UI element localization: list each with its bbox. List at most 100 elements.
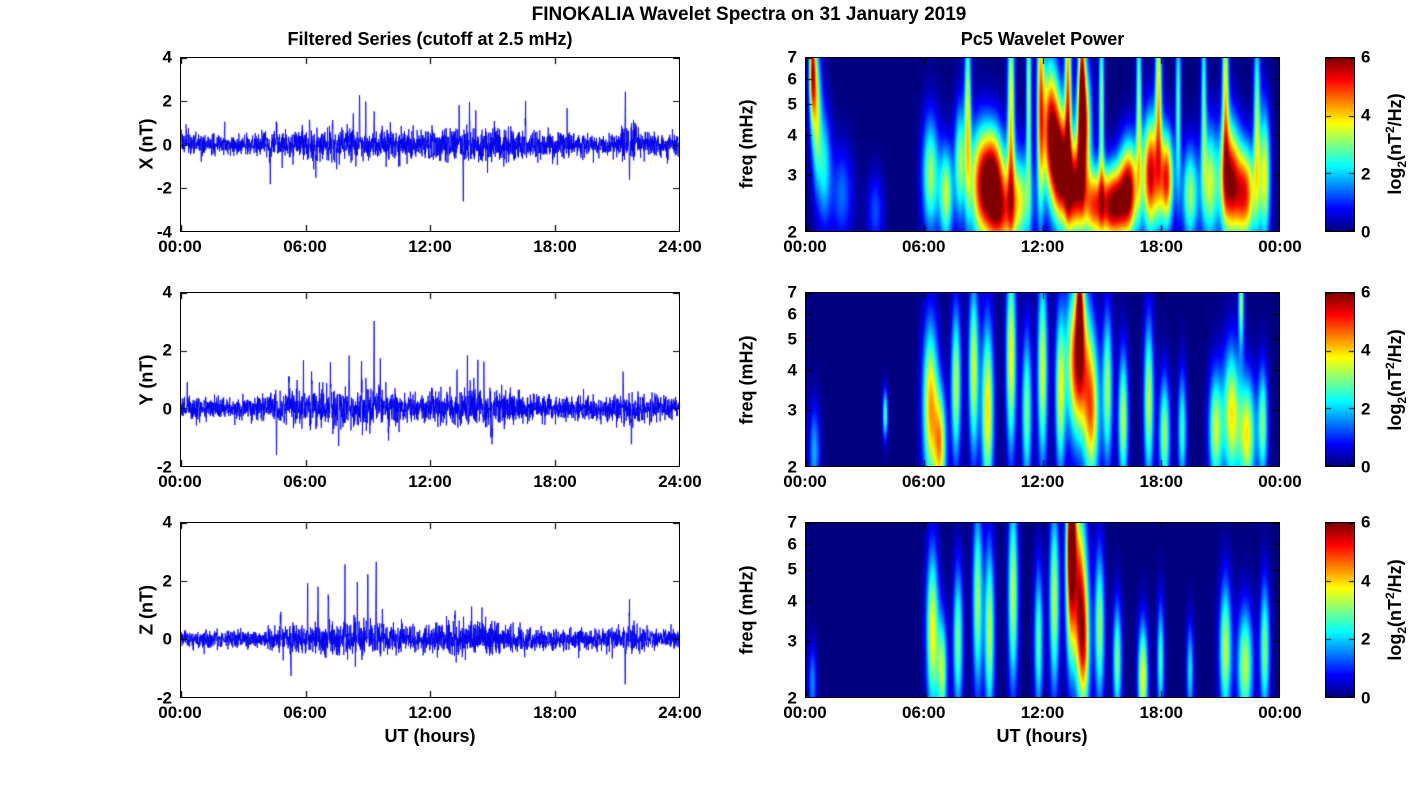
ytick-label: 0: [162, 629, 172, 649]
ytick-label: 5: [787, 329, 797, 349]
colorbar-z: [1325, 522, 1355, 698]
colorbar-gradient: [1326, 293, 1354, 466]
xtick-label: 00:00: [158, 703, 202, 722]
xtick-label: 12:00: [408, 703, 452, 722]
figure-title: FINOKALIA Wavelet Spectra on 31 January …: [531, 4, 967, 25]
colorbar-y: [1325, 292, 1355, 467]
ytick-label: 3: [787, 631, 797, 651]
x-axis-label-right: UT (hours): [996, 726, 1088, 746]
ytick-label: -2: [156, 178, 172, 198]
xtick-label: 24:00: [658, 237, 702, 256]
ytick-label: 6: [787, 534, 797, 554]
xtick-label: 06:00: [283, 472, 327, 491]
xtick-label: 06:00: [283, 703, 327, 722]
xtick-label: 18:00: [1139, 472, 1183, 491]
ytick-label: 6: [787, 69, 797, 89]
ytick-label: 2: [162, 91, 172, 111]
colorbar-label-3: log2(nT2/Hz): [1383, 559, 1409, 661]
ytick-label: 2: [787, 688, 797, 708]
colorbar-tick-label: 2: [1361, 399, 1371, 419]
x-wavelet-power-plot: [805, 57, 1280, 232]
xtick-label: 12:00: [1020, 703, 1065, 722]
right-column-title: Pc5 Wavelet Power: [960, 29, 1125, 49]
x-wavelet-canvas: [806, 58, 1279, 231]
ytick-label: 2: [162, 571, 172, 591]
ytick-label: -2: [156, 457, 172, 477]
ytick-label: 4: [162, 512, 172, 532]
ytick-label: 4: [787, 591, 797, 611]
ytick-label: 0: [162, 399, 172, 419]
x-axis-label-left: UT (hours): [384, 726, 476, 746]
ytick-label: 4: [787, 125, 797, 145]
y-axis-label-z: Z (nT): [136, 585, 157, 635]
xtick-label: 00:00: [158, 472, 202, 491]
left-column-title: Filtered Series (cutoff at 2.5 mHz): [287, 29, 573, 49]
ytick-label: 5: [787, 559, 797, 579]
z-filtered-series-plot: [180, 522, 680, 698]
xtick-label: 00:00: [1258, 237, 1302, 256]
ytick-label: 3: [787, 400, 797, 420]
colorbar-gradient: [1326, 523, 1354, 697]
colorbar-label-1: log2(nT2/Hz): [1383, 93, 1409, 195]
colorbar-tick-label: 4: [1361, 105, 1371, 125]
xtick-label: 12:00: [1020, 237, 1065, 256]
colorbar-x: [1325, 57, 1355, 232]
xtick-label: 06:00: [902, 703, 946, 722]
xtick-label: 24:00: [658, 703, 702, 722]
ytick-label: 7: [787, 512, 797, 532]
ytick-label: 0: [162, 135, 172, 154]
xtick-label: 18:00: [533, 472, 577, 491]
y-wavelet-power-plot: [805, 292, 1280, 467]
xtick-label: 06:00: [283, 237, 327, 256]
xtick-label: 06:00: [902, 237, 946, 256]
ytick-label: 2: [787, 222, 797, 242]
xtick-label: 06:00: [902, 472, 946, 491]
y-series-canvas: [181, 293, 679, 466]
y-axis-label-y: Y (nT): [136, 354, 157, 406]
xtick-label: 00:00: [1258, 472, 1302, 491]
ytick-label: 3: [787, 165, 797, 185]
xtick-label: 24:00: [658, 472, 702, 491]
colorbar-tick-label: 2: [1361, 164, 1371, 184]
xtick-label: 00:00: [1258, 703, 1302, 722]
xtick-label: 18:00: [533, 703, 577, 722]
ytick-label: 2: [162, 340, 172, 360]
xtick-label: 12:00: [408, 237, 452, 256]
ytick-label: 2: [787, 457, 797, 477]
ytick-label: 5: [787, 94, 797, 114]
colorbar-tick-label: 6: [1361, 47, 1371, 67]
colorbar-tick-label: 0: [1361, 222, 1371, 242]
xtick-label: 18:00: [1139, 237, 1183, 256]
x-filtered-series-plot: [180, 57, 680, 232]
xtick-label: 00:00: [158, 237, 202, 256]
xtick-label: 18:00: [1139, 703, 1183, 722]
ytick-label: 4: [787, 360, 797, 380]
colorbar-gradient: [1326, 58, 1354, 231]
z-wavelet-power-plot: [805, 522, 1280, 698]
ytick-label: 7: [787, 282, 797, 302]
xtick-label: 12:00: [408, 472, 452, 491]
colorbar-tick-label: 0: [1361, 688, 1371, 708]
colorbar-label-2: log2(nT2/Hz): [1383, 329, 1409, 431]
xtick-label: 18:00: [533, 237, 577, 256]
ytick-label: 4: [162, 47, 172, 67]
y-wavelet-canvas: [806, 293, 1279, 466]
colorbar-tick-label: 6: [1361, 512, 1371, 532]
ytick-label: 4: [162, 282, 172, 302]
ytick-label: 6: [787, 304, 797, 324]
colorbar-tick-label: 2: [1361, 629, 1371, 649]
ytick-label: -4: [156, 222, 172, 242]
colorbar-tick-label: 4: [1361, 571, 1371, 591]
ytick-label: -2: [156, 688, 172, 708]
xtick-label: 00:00: [783, 703, 827, 722]
xtick-label: 00:00: [783, 237, 827, 256]
colorbar-tick-label: 0: [1361, 457, 1371, 477]
xtick-label: 00:00: [783, 472, 827, 491]
xtick-label: 12:00: [1020, 472, 1065, 491]
z-wavelet-canvas: [806, 523, 1279, 697]
z-series-canvas: [181, 523, 679, 697]
colorbar-tick-label: 6: [1361, 282, 1371, 302]
colorbar-tick-label: 4: [1361, 340, 1371, 360]
y-filtered-series-plot: [180, 292, 680, 467]
